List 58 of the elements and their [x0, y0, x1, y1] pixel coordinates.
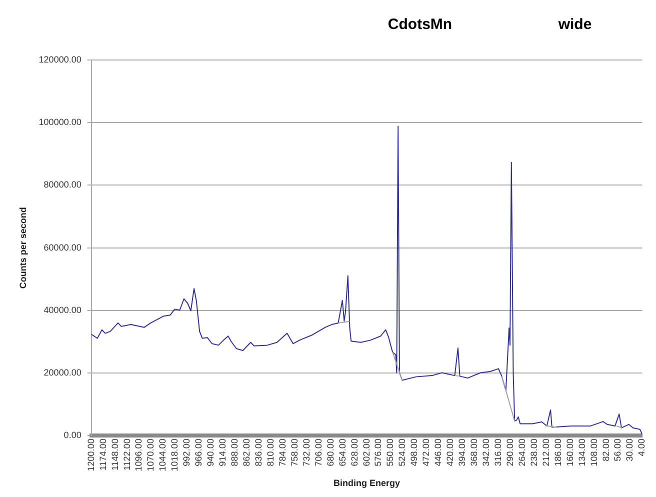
x-tick-label: 836.00: [253, 438, 264, 466]
y-axis-title: Counts per second: [18, 207, 28, 289]
x-tick-label: 654.00: [337, 438, 348, 466]
x-tick-label: 186.00: [552, 438, 563, 466]
x-tick-label: 472.00: [421, 438, 432, 466]
x-tick-label: 368.00: [469, 438, 480, 466]
text: wide: [557, 16, 592, 34]
y-tick-label: 100000.00: [38, 117, 82, 128]
x-tick-label: 758.00: [289, 438, 300, 466]
y-tick-label: 40000.00: [44, 304, 82, 315]
x-tick-label: 1044.00: [158, 438, 168, 472]
x-axis-title: Binding Energy: [334, 478, 400, 488]
x-tick-label: 342.00: [481, 438, 492, 466]
y-tick-label: 60000.00: [44, 242, 82, 252]
x-tick-label: 784.00: [277, 438, 288, 466]
x-tick-label: 160.00: [564, 438, 575, 466]
x-tick-label: 576.00: [373, 438, 384, 466]
x-tick-label: 1148.00: [110, 438, 120, 471]
y-tick-label: 20000.00: [44, 368, 82, 378]
x-tick-label: 914.00: [218, 438, 228, 466]
x-tick-label: 498.00: [409, 438, 420, 466]
x-tick-label: 420.00: [445, 438, 456, 466]
x-tick-label: 212.00: [540, 438, 551, 466]
x-tick-label: 810.00: [265, 438, 276, 466]
x-tick-label: 4.00: [636, 438, 647, 456]
x-tick-label: 264.00: [516, 438, 527, 466]
x-tick-label: 888.00: [230, 438, 240, 466]
x-tick-label: 966.00: [194, 438, 204, 466]
x-tick-label: 1174.00: [98, 438, 108, 471]
x-tick-label: 628.00: [349, 438, 360, 466]
x-tick-label: 550.00: [385, 438, 396, 466]
x-tick-label: 316.00: [492, 438, 503, 466]
x-tick-label: 732.00: [301, 438, 312, 466]
x-tick-label: 1122.00: [122, 438, 132, 471]
x-tick-label: 238.00: [528, 438, 539, 466]
x-tick-label: 992.00: [182, 438, 192, 466]
x-tick-label: 134.00: [576, 438, 587, 466]
x-tick-label: 602.00: [361, 438, 372, 466]
x-tick-label: 56.00: [612, 438, 623, 462]
x-tick-label: 1070.00: [146, 438, 156, 472]
x-tick-label: 940.00: [206, 438, 216, 466]
x-tick-label: 30.00: [624, 438, 635, 462]
x-tick-label: 706.00: [313, 438, 324, 466]
x-tick-label: 290.00: [504, 438, 515, 466]
y-tick-label: 120000.00: [38, 54, 82, 64]
y-tick-label: 0.00: [64, 430, 82, 440]
x-tick-label: 862.00: [242, 438, 252, 466]
x-tick-label: 1200.00: [86, 438, 96, 472]
x-tick-label: 446.00: [433, 438, 444, 466]
x-tick-label: 1096.00: [134, 438, 144, 472]
x-tick-label: 524.00: [397, 438, 408, 466]
x-tick-label: 82.00: [600, 438, 611, 462]
x-tick-label: 108.00: [588, 438, 599, 466]
y-tick-label: 80000.00: [44, 180, 82, 190]
x-tick-label: 680.00: [325, 438, 336, 466]
x-tick-label: 1018.00: [170, 438, 180, 472]
x-tick-label: 394.00: [457, 438, 468, 466]
chart-title: CdotsMn: [388, 16, 452, 34]
